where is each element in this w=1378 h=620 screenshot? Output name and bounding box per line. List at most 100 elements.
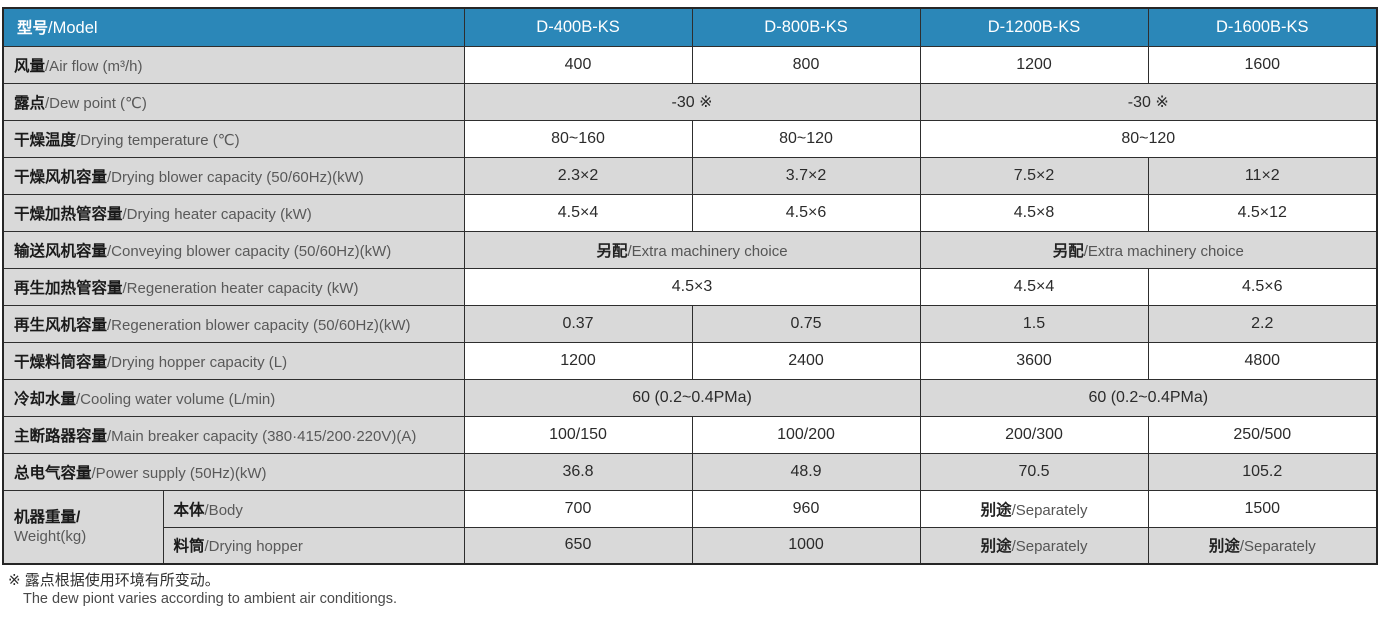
row-label-zh: 干燥温度	[14, 131, 77, 149]
value-cell: 60 (0.2~0.4PMa)	[919, 378, 1378, 417]
row-label-conveying-blower: 输送风机容量/Conveying blower capacity (50/60H…	[2, 230, 465, 269]
value-zh: 别途	[1208, 538, 1240, 556]
value-cell: 960	[691, 489, 921, 528]
table-row: 主断路器容量/Main breaker capacity (380·415/20…	[2, 415, 1378, 454]
value-cell: 100/150	[463, 415, 693, 454]
value-cell: 1500	[1147, 489, 1378, 528]
value-en: /Separately	[1011, 501, 1088, 519]
row-label-zh: 再生加热管容量	[14, 279, 123, 297]
value-cell: 650	[463, 526, 693, 565]
footnote-line2: The dew piont varies according to ambien…	[23, 591, 397, 607]
row-label-en: /Regeneration blower capacity (50/60Hz)(…	[107, 316, 411, 334]
value-cell: 另配/Extra machinery choice	[463, 230, 921, 269]
row-label-en: /Main breaker capacity (380·415/200·220V…	[107, 427, 417, 445]
row-label-en: /Air flow (m³/h)	[45, 57, 143, 75]
table-row: 冷却水量/Cooling water volume (L/min) 60 (0.…	[2, 378, 1378, 417]
value-cell: 700	[463, 489, 693, 528]
value-cell: 1000	[691, 526, 921, 565]
value-cell: 别途/Separately	[1147, 526, 1378, 565]
row-label-en: /Body	[204, 501, 243, 519]
row-label-regen-heater: 再生加热管容量/Regeneration heater capacity (kW…	[2, 267, 465, 306]
table-row: 输送风机容量/Conveying blower capacity (50/60H…	[2, 230, 1378, 269]
row-label-weight: 机器重量/Weight(kg)	[2, 489, 164, 565]
row-label-zh: 干燥加热管容量	[14, 205, 123, 223]
header-model-label: 型号/Model	[2, 7, 465, 47]
row-label-zh: 料筒	[173, 538, 205, 556]
table-header-row: 型号/Model D-400B-KS D-800B-KS D-1200B-KS …	[2, 7, 1378, 47]
row-label-power-supply: 总电气容量/Power supply (50Hz)(kW)	[2, 452, 465, 491]
value-cell: 3600	[919, 341, 1149, 380]
header-model-d400: D-400B-KS	[463, 7, 693, 47]
value-cell: 36.8	[463, 452, 693, 491]
value-cell: 800	[691, 45, 921, 84]
row-label-en: /Drying hopper	[204, 538, 303, 556]
header-model-d1200: D-1200B-KS	[919, 7, 1149, 47]
value-cell: 80~120	[691, 119, 921, 158]
table-row: 料筒/Drying hopper 650 1000 别途/Separately …	[3, 526, 1378, 565]
value-en: /Extra machinery choice	[627, 242, 788, 260]
value-cell: 0.75	[691, 304, 921, 343]
footnote-line1: ※ 露点根据使用环境有所变动。	[8, 572, 220, 589]
value-cell: 100/200	[691, 415, 921, 454]
table-row: 再生风机容量/Regeneration blower capacity (50/…	[2, 304, 1378, 343]
value-cell: 4800	[1147, 341, 1378, 380]
row-label-en: /Conveying blower capacity (50/60Hz)(kW)	[107, 242, 392, 260]
value-cell: 1.5	[919, 304, 1149, 343]
row-label-zh: 冷却水量	[14, 390, 77, 408]
value-cell: 7.5×2	[919, 156, 1149, 195]
value-cell: 4.5×6	[1147, 267, 1378, 306]
value-cell: 1200	[919, 45, 1149, 84]
table-row: 总电气容量/Power supply (50Hz)(kW) 36.8 48.9 …	[2, 452, 1378, 491]
row-sublabel-body: 本体/Body	[162, 489, 465, 528]
table-row: 干燥温度/Drying temperature (℃) 80~160 80~12…	[2, 119, 1378, 158]
value-cell: 48.9	[691, 452, 921, 491]
table-row: 再生加热管容量/Regeneration heater capacity (kW…	[2, 267, 1378, 306]
value-cell: 另配/Extra machinery choice	[919, 230, 1378, 269]
table-row: 露点/Dew point (℃) -30 ※ -30 ※	[2, 82, 1378, 121]
value-cell: -30 ※	[463, 82, 921, 121]
header-model-label-en: /Model	[48, 19, 98, 38]
value-cell: 11×2	[1147, 156, 1378, 195]
value-cell: 400	[463, 45, 693, 84]
row-label-drying-hopper: 干燥料筒容量/Drying hopper capacity (L)	[2, 341, 465, 380]
row-label-drying-temperature: 干燥温度/Drying temperature (℃)	[2, 119, 465, 158]
value-zh: 别途	[980, 538, 1012, 556]
row-label-en: /Drying hopper capacity (L)	[107, 353, 288, 371]
table-row: 干燥料筒容量/Drying hopper capacity (L) 1200 2…	[2, 341, 1378, 380]
row-label-zh: 再生风机容量	[14, 316, 108, 334]
row-label-cooling-water: 冷却水量/Cooling water volume (L/min)	[2, 378, 465, 417]
row-label-en: /Drying temperature (℃)	[76, 131, 240, 149]
row-label-zh: 干燥风机容量	[14, 168, 108, 186]
value-cell: 2.3×2	[463, 156, 693, 195]
value-cell: -30 ※	[919, 82, 1378, 121]
value-cell: 4.5×4	[463, 193, 693, 232]
row-label-en: /Cooling water volume (L/min)	[76, 390, 276, 408]
value-cell: 4.5×3	[463, 267, 921, 306]
row-sublabel-hopper: 料筒/Drying hopper	[162, 526, 465, 565]
footnote: ※ 露点根据使用环境有所变动。 The dew piont varies acc…	[8, 571, 1378, 609]
value-cell: 4.5×6	[691, 193, 921, 232]
value-cell: 3.7×2	[691, 156, 921, 195]
value-cell: 别途/Separately	[919, 526, 1149, 565]
row-label-regen-blower: 再生风机容量/Regeneration blower capacity (50/…	[2, 304, 465, 343]
value-cell: 4.5×12	[1147, 193, 1378, 232]
value-en: /Extra machinery choice	[1083, 242, 1244, 260]
table-row: 干燥加热管容量/Drying heater capacity (kW) 4.5×…	[2, 193, 1378, 232]
value-cell: 70.5	[919, 452, 1149, 491]
row-label-drying-heater: 干燥加热管容量/Drying heater capacity (kW)	[2, 193, 465, 232]
row-label-zh: 机器重量/	[14, 508, 81, 526]
row-label-zh: 本体	[173, 501, 205, 519]
value-en: /Separately	[1011, 538, 1088, 556]
value-cell: 4.5×4	[919, 267, 1149, 306]
value-en: /Separately	[1239, 538, 1316, 556]
row-label-en: /Drying blower capacity (50/60Hz)(kW)	[107, 168, 364, 186]
value-zh: 另配	[596, 242, 628, 260]
value-cell: 2.2	[1147, 304, 1378, 343]
row-label-zh: 输送风机容量	[14, 242, 108, 260]
value-zh: 别途	[980, 501, 1012, 519]
table-row: 风量/Air flow (m³/h) 400 800 1200 1600	[2, 45, 1378, 84]
value-cell: 80~160	[463, 119, 693, 158]
row-label-zh: 风量	[14, 57, 46, 75]
row-label-zh: 干燥料筒容量	[14, 353, 108, 371]
